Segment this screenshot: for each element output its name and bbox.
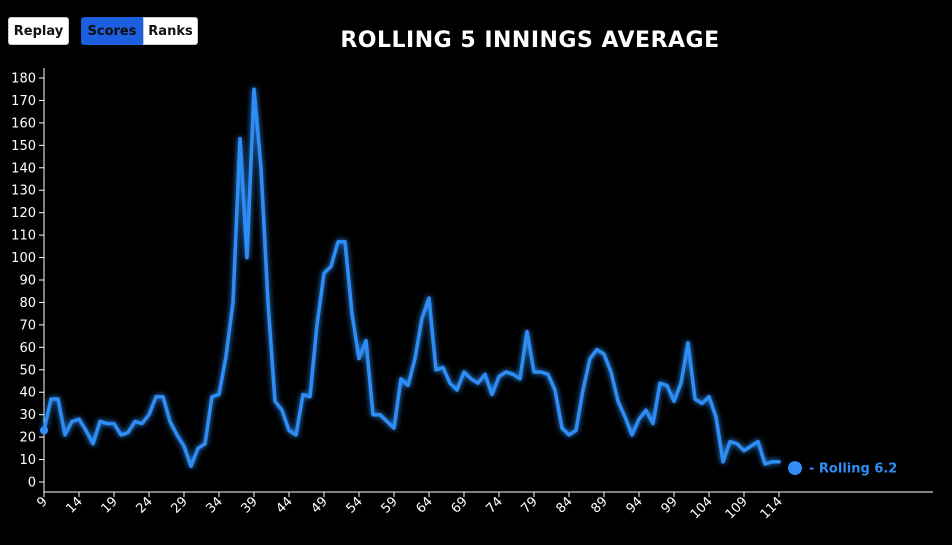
y-tick-label: 70 (19, 318, 36, 333)
x-tick-label: 39 (239, 494, 261, 516)
series-line (42, 87, 781, 469)
y-tick-label: 0 (28, 476, 36, 491)
end-marker-label: - Rolling 6.2 (809, 462, 897, 477)
end-marker-group: - Rolling 6.2 (788, 461, 897, 477)
y-tick-label: 40 (19, 386, 36, 401)
x-tick-label: 34 (204, 494, 226, 516)
x-tick-label: 99 (659, 494, 681, 516)
y-tick-label: 60 (19, 341, 36, 356)
y-tick-label: 50 (19, 363, 36, 378)
ranks-toggle-button[interactable]: Ranks (143, 17, 198, 45)
x-tick-label: 24 (134, 494, 156, 516)
x-tick-label: 89 (589, 494, 611, 516)
y-tick-label: 110 (11, 229, 36, 244)
series-start-point (40, 426, 48, 435)
x-tick-label: 94 (624, 494, 646, 516)
y-axis-ticks: 0 10 20 30 40 50 60 70 80 90 100 110 120 130 140 150 160… (11, 72, 44, 491)
y-tick-label: 140 (11, 161, 36, 176)
x-tick-label: 84 (554, 494, 576, 516)
y-tick-label: 180 (11, 72, 36, 87)
y-tick-label: 20 (19, 431, 36, 446)
y-tick-label: 130 (11, 184, 36, 199)
x-tick-label: 19 (99, 494, 121, 516)
x-tick-label: 64 (414, 494, 436, 516)
x-tick-label: 74 (484, 494, 506, 516)
x-tick-label: 9 (34, 494, 50, 510)
x-tick-label: 114 (758, 494, 786, 522)
y-tick-label: 100 (11, 251, 36, 266)
x-tick-label: 109 (723, 494, 751, 522)
end-marker-dot (788, 461, 802, 476)
x-tick-label: 49 (309, 494, 331, 516)
y-tick-label: 90 (19, 274, 36, 289)
y-tick-label: 10 (19, 453, 36, 468)
y-tick-label: 160 (11, 116, 36, 131)
series-layer (40, 87, 781, 469)
y-tick-label: 30 (19, 408, 36, 423)
x-tick-label: 44 (274, 494, 296, 516)
x-tick-label: 69 (449, 494, 471, 516)
scores-toggle-button[interactable]: Scores (81, 17, 143, 45)
x-tick-label: 59 (379, 494, 401, 516)
x-tick-label: 29 (169, 494, 191, 516)
y-tick-label: 170 (11, 94, 36, 109)
x-tick-label: 54 (344, 494, 366, 516)
x-tick-label: 104 (688, 494, 716, 522)
x-tick-label: 14 (64, 494, 86, 516)
replay-button[interactable]: Replay (8, 17, 69, 45)
chart-axes (43, 68, 933, 493)
x-axis-ticks: 9 14 19 24 29 34 39 44 49 54 59 64 69 74 79 84 89 94 99 104… (34, 492, 786, 522)
y-tick-label: 150 (11, 139, 36, 154)
x-tick-label: 79 (519, 494, 541, 516)
y-tick-label: 120 (11, 206, 36, 221)
chart-title: ROLLING 5 INNINGS AVERAGE (340, 28, 720, 53)
y-tick-label: 80 (19, 296, 36, 311)
